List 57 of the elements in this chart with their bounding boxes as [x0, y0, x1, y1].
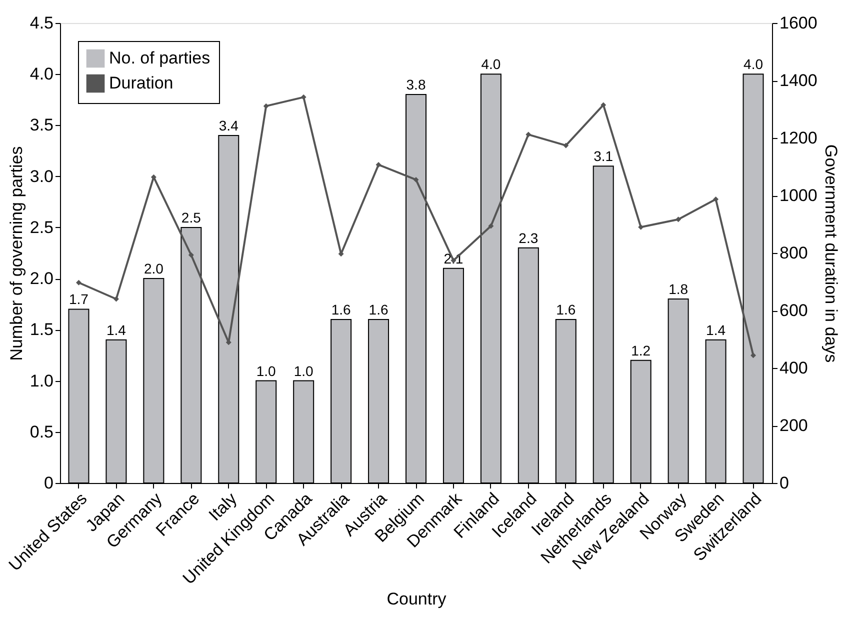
- y2-tick-label: 600: [780, 301, 808, 320]
- y-tick-label: 1.5: [30, 320, 54, 340]
- legend-label: Duration: [109, 74, 174, 92]
- legend-label: No. of parties: [109, 48, 210, 68]
- y-tick-label: 2.5: [30, 218, 54, 237]
- y2-tick-label: 800: [780, 244, 808, 262]
- point: [188, 252, 194, 258]
- y-tick-label: 4.0: [30, 64, 54, 84]
- point: [113, 296, 119, 302]
- y2-tick-label: 400: [780, 358, 808, 378]
- data-label: 3.1: [594, 148, 614, 164]
- y2-tick-label: 1200: [780, 128, 818, 148]
- data-label: 1.2: [631, 342, 651, 358]
- data-label: 1.0: [256, 362, 276, 379]
- y2-axis-title: Government duration in days: [821, 144, 840, 363]
- y-tick-label: 1.0: [30, 371, 54, 390]
- point: [713, 196, 719, 202]
- point: [300, 94, 306, 100]
- point: [750, 352, 756, 358]
- data-label: 1.6: [368, 301, 388, 318]
- point: [76, 280, 82, 286]
- y2-tick-label: 200: [780, 416, 808, 435]
- data-label: 1.7: [69, 291, 89, 308]
- data-label: 1.8: [668, 281, 688, 297]
- y-tick-label: 0: [44, 474, 54, 492]
- data-label: 3.8: [406, 76, 426, 93]
- y2-tick-label: 1000: [780, 186, 818, 205]
- data-label: 1.4: [706, 322, 726, 338]
- data-label: 1.6: [331, 301, 351, 318]
- data-label: 4.0: [744, 56, 764, 72]
- point: [676, 216, 682, 222]
- y-tick-label: 2.0: [30, 269, 54, 288]
- point: [600, 102, 606, 108]
- data-label: 1.0: [294, 362, 314, 379]
- y-tick-label: 3.0: [30, 166, 54, 186]
- data-label: 3.4: [218, 117, 239, 134]
- data-label: 1.4: [106, 322, 126, 338]
- point: [413, 176, 419, 182]
- y2-tick-label: 1400: [780, 71, 818, 90]
- point: [638, 224, 644, 230]
- y-tick-label: 4.5: [30, 14, 54, 32]
- point: [263, 103, 269, 109]
- x-axis-title: Country: [386, 589, 447, 608]
- data-label: 4.0: [481, 56, 501, 72]
- data-label: 2.3: [518, 230, 538, 246]
- data-label: 2.5: [181, 209, 202, 226]
- y2-tick-label: 1600: [780, 14, 818, 32]
- point: [488, 223, 494, 229]
- data-label: 2.0: [144, 260, 164, 277]
- y-tick-label: 3.5: [30, 116, 54, 135]
- y2-tick-label: 0: [780, 474, 789, 492]
- data-label: 1.6: [556, 301, 576, 318]
- y-axis-title: Number of governing parties: [6, 146, 26, 361]
- point: [563, 142, 569, 148]
- y-tick-label: 0.5: [30, 422, 54, 442]
- point: [376, 162, 382, 168]
- point: [526, 132, 532, 138]
